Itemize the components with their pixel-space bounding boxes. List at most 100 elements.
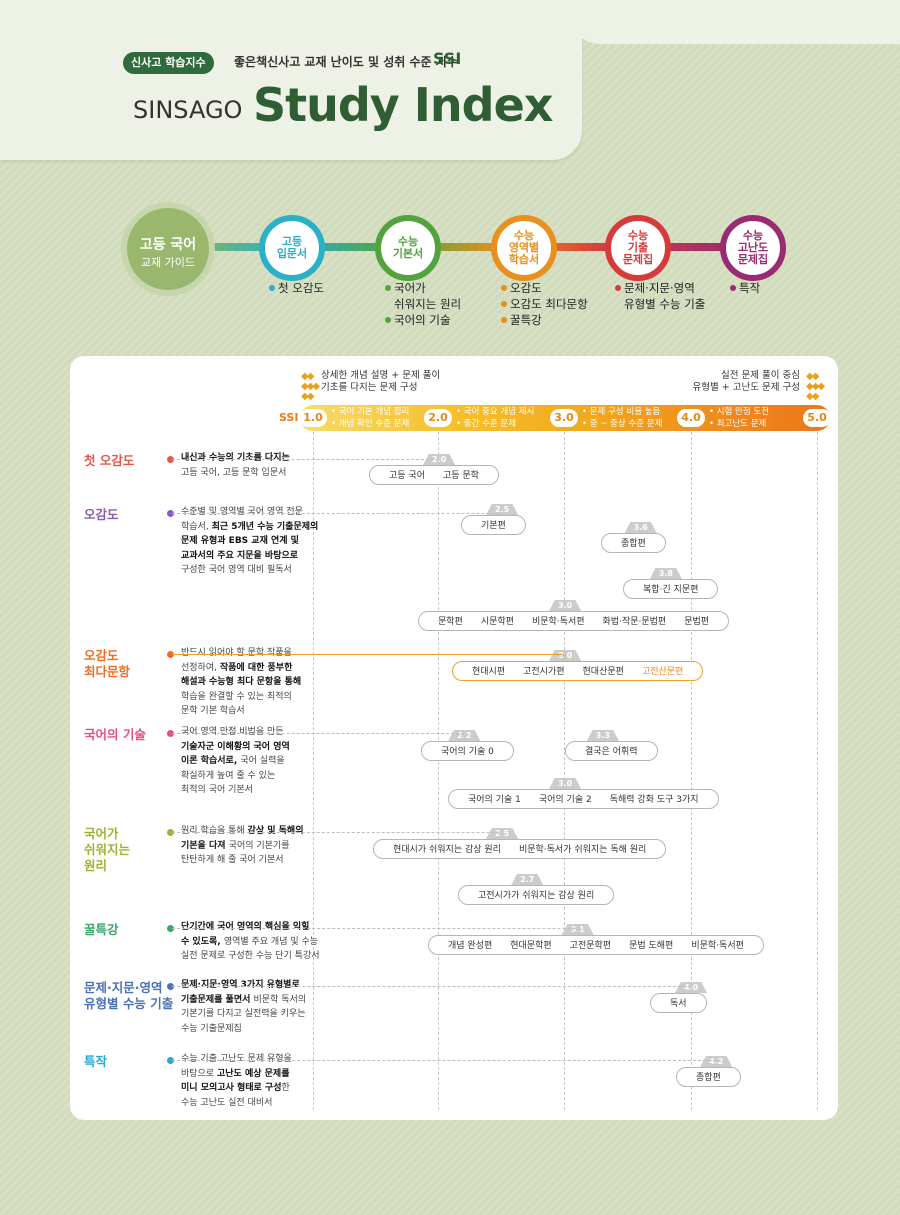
book-title: 꿀특강 (84, 922, 119, 937)
level-circle: 수능 고난도 문제집 (720, 215, 786, 281)
guide-circle: 고등 국어 교재 가이드 (121, 202, 215, 296)
book-description-text: 국어 실력을 (240, 756, 285, 766)
bullet-icon (501, 317, 507, 323)
level-item-text: 오감도 (510, 281, 542, 295)
level-item-text: 문제·지문·영역 유형별 수능 기출 (624, 281, 706, 311)
header-top-strip (570, 0, 900, 44)
book-description: 국어 영역 만점 비법을 만든 기술자군 이해황의 국어 영역 이론 학습서로, 국… (181, 725, 290, 798)
level-item-text: 오감도 최다문항 (510, 297, 588, 311)
level-circle-line: 문제집 (737, 253, 769, 266)
book-edition-box: 독서 (650, 993, 707, 1013)
level-item-text: 첫 오감도 (278, 281, 324, 295)
header-brand: SINSAGO (133, 96, 243, 124)
level-circle-line: 문제집 (622, 253, 654, 266)
book-edition: 비문학·독서가 쉬워지는 독해 원리 (518, 845, 647, 855)
level-circle-line: 입문서 (276, 247, 308, 260)
ssi-label: SSI (279, 411, 299, 424)
book-description: 내신과 수능의 기초를 다지는 고등 국어, 고등 문학 입문서 (181, 451, 290, 480)
book-title: 문제·지문·영역 유형별 수능 기출 (84, 980, 174, 1011)
level-circle-line: 고등 (281, 235, 303, 248)
book-edition: 고등 국어 (389, 471, 425, 481)
level-circle: 수능 영역별 학습서 (491, 215, 557, 281)
book-edition-box: 현대시가 쉬워지는 감상 원리 비문학·독서가 쉬워지는 독해 원리 (373, 839, 667, 859)
ssi-level-pill: 3.0 (550, 409, 578, 427)
level-circle-line: 학습서 (508, 253, 540, 266)
book-description-text: 수준별 및 영역별 국어 영역 전문 (181, 507, 303, 517)
book-edition: 고전산문편 (641, 667, 684, 677)
level-item: 문제·지문·영역 유형별 수능 기출 (615, 280, 705, 312)
book-description-text: 바탕으로 (181, 1068, 217, 1079)
ssi-description: • 시험 만점 도전 • 최고난도 문제 (709, 406, 769, 430)
book-description-text: 해설과 수능형 최다 문항을 통해 (181, 677, 302, 687)
book-description-text: 최근 5개년 수능 기출문제의 (211, 521, 319, 532)
level-tag: 2.5 (486, 504, 519, 515)
book-edition: 화법·작문·문법편 (602, 617, 667, 627)
book-description-text: 구성한 국어 영역 대비 필독서 (181, 565, 292, 575)
book-description-text: 선정하여, (181, 662, 220, 673)
bullet-icon (167, 510, 174, 517)
ssi-level-pill: 2.0 (424, 409, 452, 427)
book-title: 국어의 기술 (84, 727, 146, 742)
book-description-text: 기본기를 다지고 실전력을 키우는 (181, 1009, 306, 1019)
ssi-description-line: • 개념 확인 수준 문제 (331, 419, 410, 429)
level-items: 첫 오감도 (269, 280, 324, 296)
bullet-icon (167, 829, 174, 836)
book-edition-box: 종합편 (601, 533, 666, 553)
book-description-text: 문학 기본 학습서 (181, 706, 245, 716)
book-description-text: 영역별 주요 개념 및 수능 (223, 936, 319, 947)
book-edition: 독해력 강화 도구 3가지 (609, 795, 699, 805)
book-description-text: 확실하게 높여 줄 수 있는 (181, 770, 276, 781)
book-description-text: 단기간에 국어 영역의 핵심을 익힐 (181, 922, 310, 932)
ssi-description-line: • 중간 수준 문제 (456, 419, 517, 429)
level-item: 국어의 기술 (385, 312, 461, 328)
ssi-level-pill: 4.0 (677, 409, 705, 427)
header-ssi: SSI (433, 49, 462, 68)
book-description-text: 수능 고난도 실전 대비서 (181, 1097, 273, 1108)
level-tag: 2.0 (423, 454, 456, 465)
level-items: 오감도 오감도 최다문항 꿀특강 (501, 280, 588, 328)
ssi-description-line: • 중 ~ 중상 수준 문제 (582, 419, 663, 429)
book-description-text: 최적의 국어 기본서 (181, 785, 253, 795)
book-description-text: 원리 학습을 통해 (181, 826, 248, 836)
book-description-text: 내신과 수능의 기초를 다지는 (181, 453, 290, 463)
connector-line (172, 928, 579, 933)
level-items: 국어가 쉬워지는 원리 국어의 기술 (385, 280, 461, 328)
book-edition: 기본편 (481, 521, 506, 531)
bullet-icon (167, 983, 174, 990)
book-edition-box: 기본편 (461, 515, 526, 535)
book-description-text: 한 (281, 1083, 290, 1093)
header-card (0, 0, 582, 160)
book-edition-box: 고전시가가 쉬워지는 감상 원리 (458, 885, 615, 905)
panel-note-right-2: 유형별 + 고난도 문제 구성 (692, 382, 800, 393)
panel-note-right: 실전 문제 풀이 중심 유형별 + 고난도 문제 구성 (668, 370, 800, 394)
book-edition-box: 결국은 어휘력 (565, 741, 658, 761)
book-edition: 고전시가가 쉬워지는 감상 원리 (478, 891, 595, 901)
book-edition: 비문학·독서편 (691, 941, 744, 951)
level-circle: 고등 입문서 (259, 215, 325, 281)
bullet-icon (167, 925, 174, 932)
ssi-level-pill: 5.0 (803, 409, 831, 427)
bullet-icon (385, 317, 391, 323)
book-description-text: 수 있도록, (181, 936, 224, 947)
book-title: 첫 오감도 (84, 453, 135, 468)
level-item: 오감도 (501, 280, 588, 296)
book-description-text: 고난도 예상 문제를 (216, 1068, 290, 1079)
book-edition-box: 고등 국어 고등 문학 (369, 465, 499, 485)
bullet-icon (501, 285, 507, 291)
level-tag: 3.6 (624, 522, 657, 533)
grid-line (564, 432, 565, 1110)
grid-line (691, 432, 692, 1110)
connector-line (172, 654, 566, 659)
level-circle-line: 영역별 (508, 241, 540, 254)
ssi-description: • 문제 구성 비율 높음 • 중 ~ 중상 수준 문제 (582, 406, 662, 430)
book-edition: 현대산문편 (582, 667, 624, 677)
book-title: 오감도 (84, 507, 119, 522)
book-edition: 현대문학편 (510, 941, 552, 951)
level-item: 첫 오감도 (269, 280, 324, 296)
header-subtitle: 좋은책신사고 교재 난이도 및 성취 수준 지수 (234, 55, 458, 69)
connector-line (172, 733, 466, 738)
book-title: 오감도 최다문항 (84, 648, 131, 679)
level-item: 오감도 최다문항 (501, 296, 588, 312)
book-description-text: 실전 문제로 구성한 수능 단기 특강서 (181, 951, 320, 961)
